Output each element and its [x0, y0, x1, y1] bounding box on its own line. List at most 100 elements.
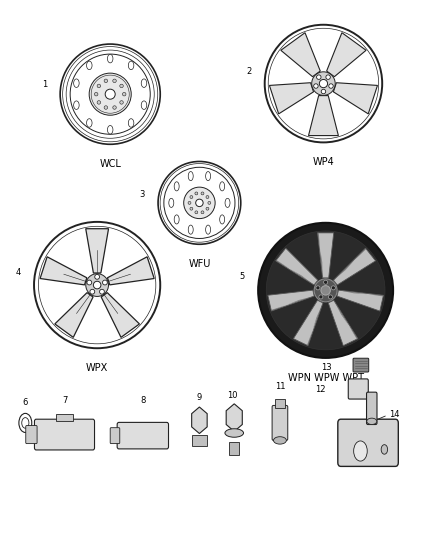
Text: 7: 7: [62, 397, 67, 406]
Ellipse shape: [184, 187, 215, 219]
Ellipse shape: [331, 286, 336, 290]
Ellipse shape: [169, 198, 174, 207]
Ellipse shape: [201, 211, 204, 214]
Ellipse shape: [225, 198, 230, 207]
Text: 1: 1: [42, 79, 47, 88]
Bar: [56, 414, 73, 421]
Ellipse shape: [87, 280, 92, 285]
Text: 3: 3: [140, 190, 145, 199]
Ellipse shape: [324, 280, 328, 284]
Ellipse shape: [188, 172, 193, 181]
Ellipse shape: [201, 192, 204, 195]
Ellipse shape: [104, 79, 108, 83]
Ellipse shape: [90, 289, 95, 294]
Polygon shape: [269, 83, 314, 114]
Ellipse shape: [328, 295, 332, 299]
Ellipse shape: [205, 225, 211, 234]
Polygon shape: [86, 229, 109, 273]
Text: 4: 4: [16, 268, 21, 277]
Ellipse shape: [258, 223, 393, 358]
Ellipse shape: [95, 92, 98, 96]
Ellipse shape: [319, 79, 328, 88]
FancyBboxPatch shape: [367, 392, 377, 424]
Ellipse shape: [104, 106, 108, 109]
FancyBboxPatch shape: [117, 422, 169, 449]
Ellipse shape: [220, 182, 225, 191]
Ellipse shape: [188, 225, 193, 234]
Ellipse shape: [326, 75, 330, 79]
Text: 9: 9: [197, 393, 202, 402]
Ellipse shape: [190, 207, 193, 210]
Ellipse shape: [321, 286, 330, 295]
FancyBboxPatch shape: [26, 425, 37, 443]
Polygon shape: [107, 257, 154, 285]
Ellipse shape: [113, 79, 116, 83]
Polygon shape: [308, 95, 339, 135]
Ellipse shape: [329, 84, 333, 88]
Ellipse shape: [316, 286, 320, 290]
FancyBboxPatch shape: [35, 419, 95, 450]
Ellipse shape: [314, 84, 318, 88]
Bar: [191, 434, 207, 446]
Ellipse shape: [120, 84, 123, 88]
Ellipse shape: [314, 279, 337, 302]
Ellipse shape: [99, 289, 104, 294]
Ellipse shape: [321, 90, 326, 94]
Text: WFU: WFU: [188, 259, 211, 269]
FancyBboxPatch shape: [338, 419, 398, 466]
Polygon shape: [55, 293, 93, 337]
Ellipse shape: [74, 101, 79, 109]
Ellipse shape: [353, 441, 367, 461]
Ellipse shape: [205, 172, 211, 181]
Ellipse shape: [312, 72, 335, 95]
Polygon shape: [226, 404, 242, 431]
Text: WPX: WPX: [86, 363, 108, 373]
Ellipse shape: [141, 79, 147, 87]
Polygon shape: [268, 290, 314, 311]
Ellipse shape: [319, 295, 323, 299]
Ellipse shape: [97, 84, 101, 88]
Ellipse shape: [190, 196, 193, 198]
Text: 14: 14: [389, 410, 399, 419]
Ellipse shape: [128, 61, 134, 70]
Polygon shape: [276, 248, 318, 285]
Ellipse shape: [317, 75, 321, 79]
Polygon shape: [192, 407, 207, 433]
Ellipse shape: [273, 437, 286, 444]
Polygon shape: [281, 33, 320, 77]
Polygon shape: [276, 260, 314, 285]
FancyBboxPatch shape: [348, 379, 368, 399]
Text: WPN WPW WPT: WPN WPW WPT: [288, 373, 364, 383]
Ellipse shape: [102, 280, 107, 285]
Ellipse shape: [113, 106, 116, 109]
Text: 10: 10: [227, 391, 237, 400]
FancyBboxPatch shape: [272, 406, 288, 440]
Text: 6: 6: [23, 398, 28, 407]
Ellipse shape: [206, 207, 209, 210]
Ellipse shape: [93, 281, 101, 289]
Ellipse shape: [266, 231, 385, 350]
FancyBboxPatch shape: [110, 427, 120, 443]
Polygon shape: [307, 303, 323, 346]
Ellipse shape: [174, 182, 179, 191]
Text: 13: 13: [321, 363, 332, 372]
Ellipse shape: [89, 73, 131, 115]
Polygon shape: [333, 83, 378, 114]
Ellipse shape: [120, 101, 123, 104]
Text: WP4: WP4: [313, 157, 334, 167]
Text: 2: 2: [247, 67, 252, 76]
Ellipse shape: [188, 201, 191, 204]
Text: 8: 8: [140, 397, 145, 406]
Polygon shape: [318, 233, 334, 278]
Ellipse shape: [220, 215, 225, 224]
Polygon shape: [271, 296, 314, 311]
Ellipse shape: [206, 196, 209, 198]
Ellipse shape: [141, 101, 147, 109]
Ellipse shape: [95, 274, 99, 279]
Ellipse shape: [195, 192, 198, 195]
Ellipse shape: [195, 211, 198, 214]
Polygon shape: [40, 257, 87, 285]
Ellipse shape: [367, 418, 377, 424]
Ellipse shape: [107, 54, 113, 63]
Ellipse shape: [87, 61, 92, 70]
